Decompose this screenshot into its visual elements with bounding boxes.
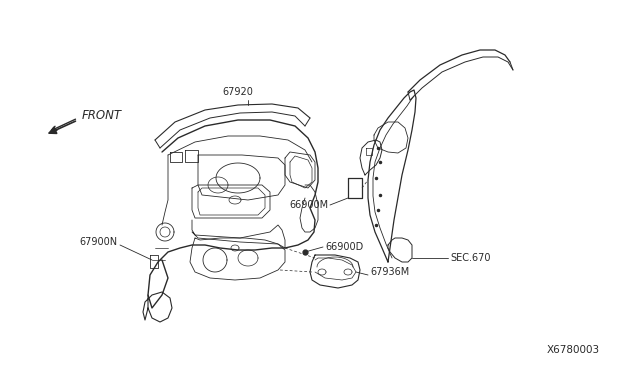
Text: 67936M: 67936M (370, 267, 409, 277)
Text: 67900N: 67900N (80, 237, 118, 247)
Text: SEC.670: SEC.670 (450, 253, 490, 263)
Text: X6780003: X6780003 (547, 345, 600, 355)
Text: FRONT: FRONT (82, 109, 122, 122)
Text: 66900D: 66900D (325, 242, 364, 252)
Text: 66900M: 66900M (289, 200, 328, 210)
Text: 67920: 67920 (223, 87, 253, 97)
